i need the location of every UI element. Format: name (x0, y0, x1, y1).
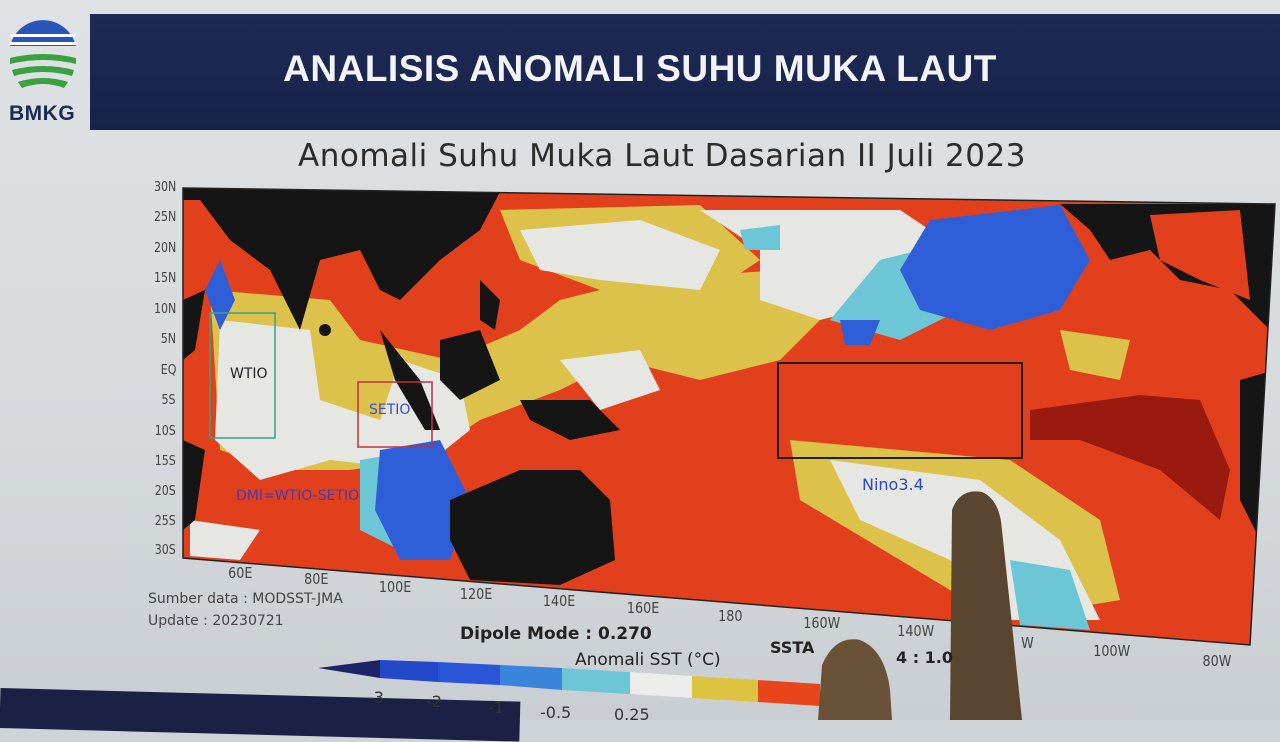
data-source: Sumber data : MODSST-JMA (148, 591, 343, 607)
lon-tick: W (1021, 634, 1034, 652)
bmkg-logo (10, 20, 76, 88)
lon-tick: 100W (1093, 642, 1131, 660)
legend-tick: -0.5 (540, 703, 572, 722)
lat-tick: 30N (153, 180, 176, 195)
wtio-label: WTIO (230, 366, 268, 382)
logo-text: BMKG (9, 102, 76, 125)
page-title: ANALISIS ANOMALI SUHU MUKA LAUT (283, 48, 997, 89)
lon-tick: 100E (378, 578, 412, 596)
map-frame (182, 187, 1276, 646)
dmi-label: DMI=WTIO-SETIO (236, 488, 360, 504)
nino34-label: Nino3.4 (862, 475, 924, 494)
strong-warm-anomaly (1030, 395, 1230, 520)
lat-tick: 5S (161, 393, 176, 408)
legend-tick: -2 (426, 692, 442, 711)
lat-tick: 25S (154, 514, 176, 529)
lon-tick: 60E (228, 564, 253, 582)
header-bar: ANALISIS ANOMALI SUHU MUKA LAUT (90, 14, 1280, 130)
colorbar-segment (500, 665, 562, 690)
lon-tick: 140E (542, 592, 576, 610)
lon-tick: 80E (304, 570, 329, 588)
colorbar-segment (438, 662, 500, 685)
dipole-mode-value: Dipole Mode : 0.270 (460, 624, 652, 644)
lon-tick: 160W (803, 614, 841, 632)
lon-tick: 120E (459, 585, 493, 603)
blue-anomaly-areas (205, 205, 1090, 560)
lat-tick: 20S (154, 484, 176, 499)
lat-tick: 10S (154, 424, 176, 439)
colorbar-segment (318, 660, 380, 678)
lat-tick: 30S (154, 543, 176, 558)
legend-tick: -3 (368, 688, 384, 707)
setio-label: SETIO (369, 402, 411, 418)
lat-tick: 15S (154, 454, 176, 469)
colorbar-segment (380, 660, 438, 682)
colorbar-segment (630, 672, 692, 698)
lon-tick: 80W (1202, 652, 1232, 670)
colorbar (318, 660, 820, 706)
ssta-label: SSTA (770, 638, 815, 657)
lat-tick: 5N (160, 332, 176, 347)
legend-title: Anomali SST (°C) (575, 650, 721, 670)
lat-tick: EQ (160, 363, 176, 378)
wtio-box (209, 312, 276, 439)
lat-tick: 15N (153, 271, 176, 286)
ssta-nino-value: 4 : 1.0 (896, 648, 954, 667)
lat-tick: 10N (153, 302, 176, 317)
colorbar-segment (758, 680, 820, 706)
lat-tick: 20N (153, 241, 176, 256)
lon-tick: 160E (626, 599, 660, 617)
legend-tick: 0.25 (614, 705, 650, 724)
lon-tick: 140W (897, 622, 935, 640)
colorbar-segment (692, 676, 758, 702)
sst-anomaly-map (182, 187, 1276, 720)
lon-tick: 180 (718, 607, 743, 625)
lat-tick: 25N (153, 210, 176, 225)
nino34-box (777, 362, 1023, 459)
warm-gulf (1150, 210, 1250, 300)
map-title: Anomali Suhu Muka Laut Dasarian II Juli … (298, 138, 1026, 174)
legend-tick: -1 (488, 698, 504, 717)
colorbar-segment (562, 668, 630, 694)
setio-box (357, 381, 433, 448)
pointing-hand (818, 491, 1022, 720)
update-date: Update : 20230721 (148, 613, 284, 629)
